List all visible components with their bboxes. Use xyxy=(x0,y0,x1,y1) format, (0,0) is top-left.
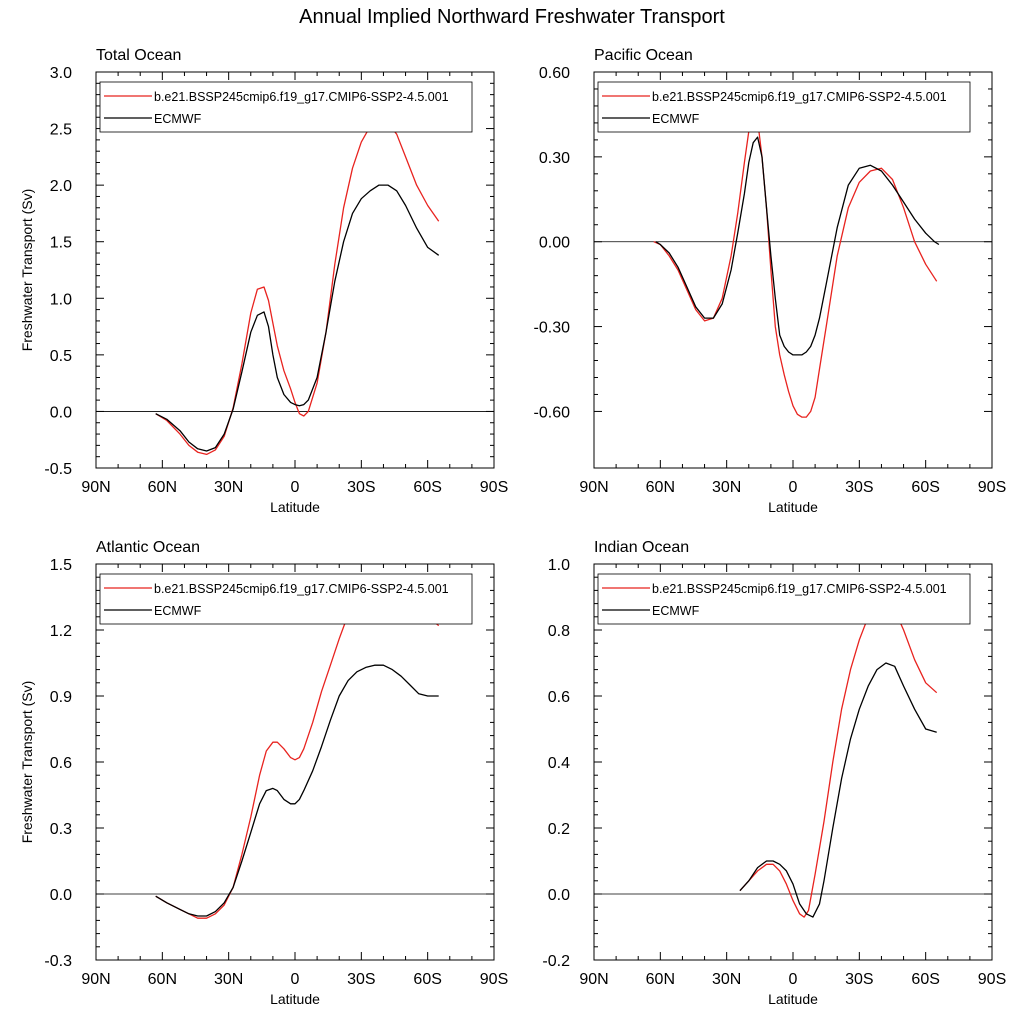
series-line-model xyxy=(155,578,440,919)
y-tick-label: 0.3 xyxy=(50,821,72,838)
legend-label: b.e21.BSSP245cmip6.f19_g17.CMIP6-SSP2-4.… xyxy=(652,582,947,596)
legend-box xyxy=(99,81,473,133)
x-tick-label: 90N xyxy=(81,971,110,988)
legend-label: ECMWF xyxy=(154,112,202,126)
x-axis-label: Latitude xyxy=(270,499,320,515)
y-tick-label: 0.0 xyxy=(548,887,570,904)
x-tick-label: 90S xyxy=(480,479,508,496)
series-line-model xyxy=(739,599,938,918)
legend-label: b.e21.BSSP245cmip6.f19_g17.CMIP6-SSP2-4.… xyxy=(652,90,947,104)
legend-label: b.e21.BSSP245cmip6.f19_g17.CMIP6-SSP2-4.… xyxy=(154,582,449,596)
x-tick-label: 90N xyxy=(579,479,608,496)
y-tick-label: 0.9 xyxy=(50,689,72,706)
x-tick-label: 30S xyxy=(347,479,375,496)
y-tick-label: 0.0 xyxy=(50,404,72,421)
series-line-ecmwf xyxy=(155,664,439,917)
x-tick-label: 60S xyxy=(911,479,939,496)
y-tick-label: 0.4 xyxy=(548,755,570,772)
y-axis-label: Freshwater Transport (Sv) xyxy=(19,189,35,352)
x-tick-label: 90N xyxy=(579,971,608,988)
y-tick-label: 0.5 xyxy=(50,348,72,365)
legend: b.e21.BSSP245cmip6.f19_g17.CMIP6-SSP2-4.… xyxy=(597,573,971,625)
legend-label: ECMWF xyxy=(154,604,202,618)
x-tick-label: 60N xyxy=(148,971,177,988)
figure-title: Annual Implied Northward Freshwater Tran… xyxy=(299,6,725,28)
y-tick-label: 0.60 xyxy=(539,65,570,82)
legend-box xyxy=(597,573,971,625)
legend: b.e21.BSSP245cmip6.f19_g17.CMIP6-SSP2-4.… xyxy=(99,81,473,133)
series-line-model xyxy=(155,120,440,456)
x-tick-label: 60N xyxy=(646,971,675,988)
x-tick-label: 60S xyxy=(911,971,939,988)
chart-panel-3: Atlantic Ocean 90N 60N 30N 0 30S 60S 90S -0.3 0.0… xyxy=(19,539,508,1007)
series-line-ecmwf xyxy=(739,662,937,918)
y-tick-label: 1.0 xyxy=(548,557,570,574)
y-tick-label: -0.3 xyxy=(44,953,72,970)
x-tick-label: 60N xyxy=(148,479,177,496)
x-tick-label: 30S xyxy=(347,971,375,988)
legend: b.e21.BSSP245cmip6.f19_g17.CMIP6-SSP2-4.… xyxy=(99,573,473,625)
legend: b.e21.BSSP245cmip6.f19_g17.CMIP6-SSP2-4.… xyxy=(597,81,971,133)
x-tick-label: 60N xyxy=(646,479,675,496)
chart-panel-4: Indian Ocean 90N 60N 30N 0 30S 60S 90S -0.2 0.0 0.… xyxy=(542,539,1006,1007)
y-tick-label: 3.0 xyxy=(50,65,72,82)
y-tick-label: 0.6 xyxy=(548,689,570,706)
series-line-ecmwf xyxy=(155,184,440,452)
x-axis-label: Latitude xyxy=(270,991,320,1007)
y-tick-label: -0.5 xyxy=(44,461,72,478)
legend-box xyxy=(597,81,971,133)
x-tick-label: 0 xyxy=(789,479,798,496)
y-tick-label: 1.5 xyxy=(50,235,72,252)
y-tick-label: -0.2 xyxy=(542,953,570,970)
x-tick-label: 0 xyxy=(291,479,300,496)
y-tick-label: 2.0 xyxy=(50,178,72,195)
y-tick-label: 0.00 xyxy=(539,235,570,252)
y-tick-label: 1.2 xyxy=(50,623,72,640)
legend-box xyxy=(99,573,473,625)
chart-panel-2: Pacific Ocean 90N 60N 30N 0 30S 60S 90S -0.60 -0.… xyxy=(534,47,1007,515)
panel-title: Total Ocean xyxy=(96,47,181,64)
x-tick-label: 30N xyxy=(712,971,741,988)
x-tick-label: 30S xyxy=(845,479,873,496)
x-tick-label: 60S xyxy=(413,479,441,496)
panel-title: Pacific Ocean xyxy=(594,47,693,64)
y-tick-label: 0.6 xyxy=(50,755,72,772)
x-axis-label: Latitude xyxy=(768,499,818,515)
series-line-ecmwf xyxy=(655,136,940,356)
y-tick-label: 1.0 xyxy=(50,291,72,308)
y-tick-label: -0.30 xyxy=(534,320,571,337)
x-tick-label: 30N xyxy=(214,971,243,988)
legend-label: b.e21.BSSP245cmip6.f19_g17.CMIP6-SSP2-4.… xyxy=(154,90,449,104)
panel-title: Atlantic Ocean xyxy=(96,539,200,556)
x-tick-label: 90N xyxy=(81,479,110,496)
x-tick-label: 90S xyxy=(480,971,508,988)
panel-title: Indian Ocean xyxy=(594,539,689,556)
x-tick-label: 0 xyxy=(291,971,300,988)
y-tick-label: 0.8 xyxy=(548,623,570,640)
x-tick-label: 30S xyxy=(845,971,873,988)
y-tick-label: 2.5 xyxy=(50,122,72,139)
x-tick-label: 30N xyxy=(712,479,741,496)
y-tick-label: 0.30 xyxy=(539,150,570,167)
y-tick-label: -0.60 xyxy=(534,404,571,421)
series-line-model xyxy=(653,113,938,418)
x-tick-label: 90S xyxy=(978,479,1006,496)
x-tick-label: 0 xyxy=(789,971,798,988)
y-tick-label: 1.5 xyxy=(50,557,72,574)
x-tick-label: 90S xyxy=(978,971,1006,988)
y-tick-label: 0.0 xyxy=(50,887,72,904)
legend-label: ECMWF xyxy=(652,604,700,618)
y-axis-label: Freshwater Transport (Sv) xyxy=(19,681,35,844)
legend-label: ECMWF xyxy=(652,112,700,126)
x-tick-label: 30N xyxy=(214,479,243,496)
x-axis-label: Latitude xyxy=(768,991,818,1007)
x-tick-label: 60S xyxy=(413,971,441,988)
chart-panel-1: Total Ocean 90N 60N 30N 0 30S 60S 90S -0.5 0.0 0.5… xyxy=(19,47,508,515)
y-tick-label: 0.2 xyxy=(548,821,570,838)
